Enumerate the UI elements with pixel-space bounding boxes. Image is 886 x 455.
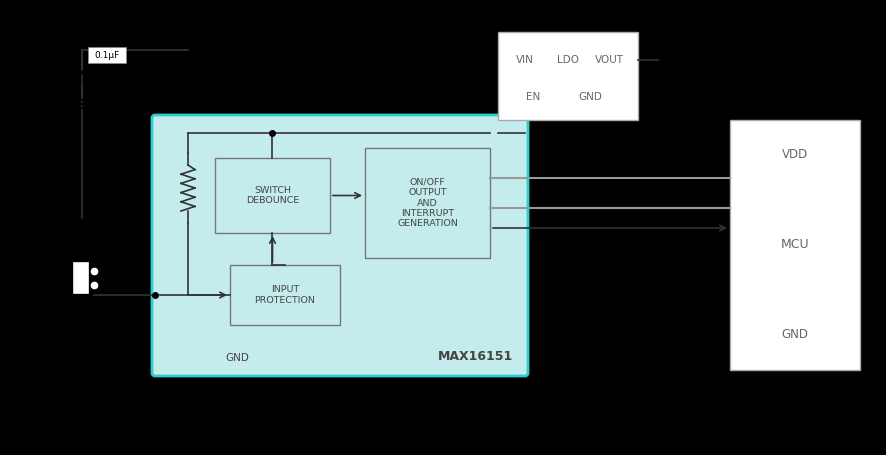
Bar <box>498 32 638 120</box>
Text: MAX16151: MAX16151 <box>438 350 513 363</box>
Text: MCU: MCU <box>781 238 809 252</box>
Bar <box>365 148 490 258</box>
Bar <box>730 120 860 370</box>
Text: LDO: LDO <box>557 55 579 65</box>
Text: ON/OFF
OUTPUT
AND
INTERRUPT
GENERATION: ON/OFF OUTPUT AND INTERRUPT GENERATION <box>397 178 458 228</box>
FancyBboxPatch shape <box>88 47 126 63</box>
Text: GND: GND <box>225 353 249 363</box>
Text: 0.1μF: 0.1μF <box>95 51 120 60</box>
FancyBboxPatch shape <box>152 115 528 376</box>
Bar <box>230 265 340 325</box>
Text: EN: EN <box>526 92 540 102</box>
Text: INPUT
PROTECTION: INPUT PROTECTION <box>254 285 315 305</box>
Text: VDD: VDD <box>781 148 808 162</box>
Text: GND: GND <box>578 92 602 102</box>
Bar <box>215 158 330 233</box>
Text: GND: GND <box>781 329 809 342</box>
Text: VIN: VIN <box>516 55 534 65</box>
Text: SWITCH
DEBOUNCE: SWITCH DEBOUNCE <box>246 186 299 205</box>
Bar <box>74 263 88 293</box>
Text: VOUT: VOUT <box>595 55 624 65</box>
